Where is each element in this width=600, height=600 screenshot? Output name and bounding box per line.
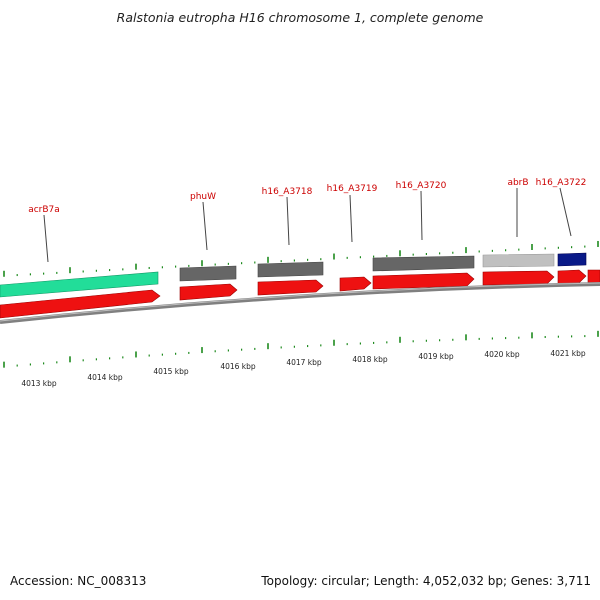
feature-gray-h16-a3718[interactable]: [257, 261, 324, 278]
cds-arrow[interactable]: [339, 276, 372, 292]
kbp-scale-labels: 4013 kbp 4014 kbp 4015 kbp 4016 kbp 4017…: [21, 349, 586, 388]
kbp-label: 4019 kbp: [418, 352, 454, 361]
feature-navy-h16-a3722[interactable]: [557, 252, 587, 267]
kbp-label: 4017 kbp: [286, 358, 322, 367]
accession-text: Accession: NC_008313: [10, 574, 147, 588]
cds-arrow[interactable]: [557, 269, 587, 285]
kbp-label: 4014 kbp: [87, 373, 123, 382]
cds-arrow[interactable]: [587, 269, 600, 284]
label-leaders: [43, 187, 572, 263]
cds-arrow[interactable]: [179, 283, 238, 301]
gene-label-acrb7a[interactable]: acrB7a: [28, 205, 60, 215]
cds-arrow[interactable]: [482, 270, 555, 286]
gene-labels: acrB7a phuW h16_A3718 h16_A3719 h16_A372…: [28, 178, 586, 215]
upper-tick-marks: [3, 240, 599, 277]
gene-label-phuw[interactable]: phuW: [190, 192, 216, 202]
topology-text: Topology: circular; Length: 4,052,032 bp…: [261, 574, 591, 588]
kbp-label: 4020 kbp: [484, 350, 520, 359]
lower-tick-marks: [3, 330, 599, 368]
feature-teal[interactable]: [0, 271, 159, 298]
map-title: Ralstonia eutropha H16 chromosome 1, com…: [116, 10, 484, 25]
genome-backbone: [0, 282, 600, 324]
genome-backbone-highlight: [0, 282, 600, 322]
feature-lightgray-abrb[interactable]: [482, 253, 555, 268]
feature-gray-h16-a3720[interactable]: [372, 255, 475, 272]
gene-label-h16-a3720[interactable]: h16_A3720: [396, 181, 447, 191]
kbp-label: 4015 kbp: [153, 367, 189, 376]
cds-row: [0, 269, 600, 319]
cds-arrow[interactable]: [372, 272, 475, 290]
kbp-label: 4018 kbp: [352, 355, 388, 364]
gene-label-h16-a3722[interactable]: h16_A3722: [536, 178, 587, 188]
kbp-label: 4013 kbp: [21, 379, 57, 388]
feature-gray-phuw[interactable]: [179, 265, 237, 282]
gene-label-h16-a3718[interactable]: h16_A3718: [262, 187, 313, 197]
cds-arrow[interactable]: [0, 289, 161, 319]
feature-row-upper: [0, 252, 587, 298]
kbp-label: 4021 kbp: [550, 349, 586, 358]
kbp-label: 4016 kbp: [220, 362, 256, 371]
gene-label-h16-a3719[interactable]: h16_A3719: [327, 184, 378, 194]
gene-label-abrb[interactable]: abrB: [507, 178, 528, 188]
cds-arrow[interactable]: [257, 279, 324, 296]
